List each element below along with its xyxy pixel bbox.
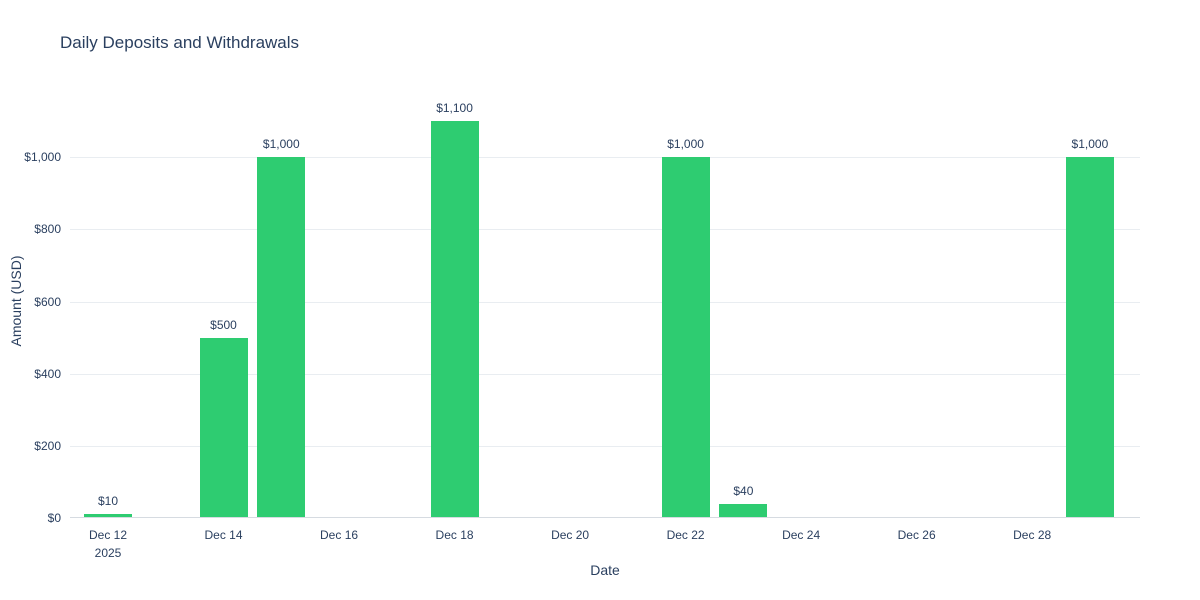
bar-value-label: $10 <box>97 494 119 509</box>
bar-value-label: $1,000 <box>1071 137 1109 152</box>
bar[interactable] <box>199 337 248 518</box>
gridline <box>70 301 1140 303</box>
x-tick-label: Dec 26 <box>897 528 936 542</box>
bar[interactable] <box>661 157 710 518</box>
bar[interactable] <box>257 157 306 518</box>
bar-value-label: $1,000 <box>262 137 300 152</box>
chart-title: Daily Deposits and Withdrawals <box>60 33 300 52</box>
gridline <box>70 373 1140 375</box>
y-tick-label: $600 <box>34 294 61 309</box>
bar[interactable] <box>430 121 479 518</box>
x-axis-title: Date <box>590 562 620 578</box>
x-tick-label: Dec 22 <box>666 528 705 542</box>
y-tick-label: $800 <box>34 222 61 237</box>
x-tick-label: Dec 12 2025 <box>88 528 128 560</box>
x-tick-label: Dec 24 <box>782 528 821 542</box>
x-tick-label: Dec 20 <box>551 528 590 542</box>
bar-value-label: $1,100 <box>436 101 473 116</box>
gridline <box>70 229 1140 231</box>
gridline <box>70 157 1140 159</box>
x-tick-label: Dec 16 <box>320 528 359 542</box>
bar[interactable] <box>1065 157 1114 518</box>
gridline <box>70 445 1140 447</box>
bar-value-label: $40 <box>733 483 754 498</box>
y-tick-label: $400 <box>34 366 61 381</box>
bar-value-label: $500 <box>210 317 237 332</box>
x-tick-label: Dec 28 <box>1013 528 1052 542</box>
y-axis-title: Amount (USD) <box>8 255 24 347</box>
y-tick-label: $200 <box>34 438 61 453</box>
plot-area: $0 $200 $400 $600 $800 $1,000 Dec 12 2025 Dec 14… <box>24 85 1140 560</box>
bar-value-label: $1,000 <box>667 137 704 152</box>
y-tick-label: $0 <box>47 511 61 525</box>
x-axis-line <box>70 517 1140 518</box>
x-tick-label: Dec 18 <box>435 528 474 542</box>
x-tick-label: Dec 14 <box>204 528 243 542</box>
y-tick-label: $1,000 <box>24 150 61 165</box>
bar[interactable] <box>719 503 768 518</box>
bar[interactable] <box>84 514 132 518</box>
